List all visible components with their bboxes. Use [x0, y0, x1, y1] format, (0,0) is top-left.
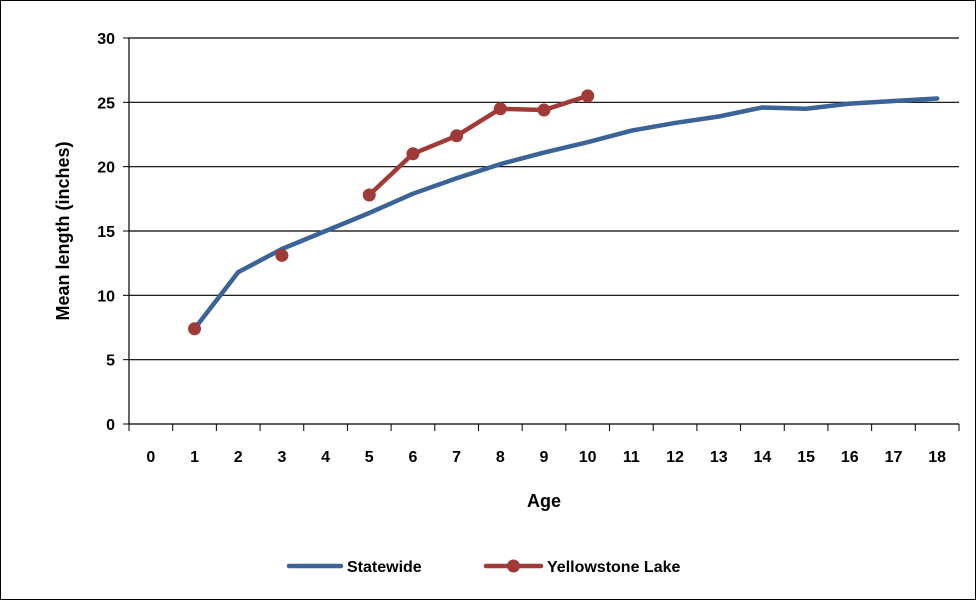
data-point — [493, 102, 507, 116]
x-tick-label: 15 — [797, 449, 815, 466]
legend: Statewide Yellowstone Lake — [286, 559, 680, 576]
axes — [128, 38, 960, 431]
legend-marker — [507, 559, 520, 573]
x-tick-label: 13 — [710, 449, 728, 466]
legend-label: Yellowstone Lake — [547, 559, 680, 576]
y-axis-title: Mean length (inches) — [53, 141, 73, 320]
x-tick-label: 9 — [540, 449, 549, 466]
gridlines — [123, 37, 959, 425]
x-tick-label: 3 — [277, 449, 286, 466]
series-yellowstone-lake — [188, 89, 595, 336]
y-tick-label: 15 — [97, 224, 115, 241]
y-tick-label: 0 — [106, 417, 115, 434]
x-tick-label: 14 — [754, 449, 772, 466]
y-tick-label: 5 — [106, 353, 115, 370]
data-point — [362, 188, 376, 202]
y-tick-label: 25 — [97, 95, 115, 112]
series-statewide — [192, 96, 940, 332]
x-tick-label: 18 — [928, 449, 946, 466]
x-tick-label: 4 — [321, 449, 330, 466]
x-tick-label: 2 — [234, 449, 243, 466]
x-tick-label: 17 — [885, 449, 903, 466]
legend-label: Statewide — [347, 559, 422, 576]
legend-item: Yellowstone Lake — [483, 559, 680, 576]
data-point — [406, 147, 420, 161]
series-line — [192, 96, 940, 332]
x-axis-title: Age — [527, 491, 561, 511]
data-point — [188, 322, 202, 336]
x-tick-label: 10 — [579, 449, 597, 466]
x-tick-label: 12 — [666, 449, 684, 466]
x-tick-label: 5 — [365, 449, 374, 466]
y-tick-label: 10 — [97, 288, 115, 305]
y-tick-label: 20 — [97, 160, 115, 177]
x-tick-label: 16 — [841, 449, 859, 466]
legend-item: Statewide — [286, 559, 422, 576]
y-tick-labels: 0 5 10 15 20 25 30 — [97, 31, 115, 434]
x-tick-label: 1 — [190, 449, 199, 466]
x-tick-label: 8 — [496, 449, 505, 466]
x-tick-label: 0 — [146, 449, 155, 466]
data-point — [581, 89, 595, 103]
x-tick-label: 11 — [623, 449, 640, 466]
data-point — [537, 103, 551, 117]
x-tick-labels: 0 1 2 3 4 5 6 7 8 9 10 11 12 13 14 15 16 17 18 — [146, 449, 946, 466]
data-point — [450, 129, 464, 143]
series-layer — [188, 89, 940, 336]
y-tick-label: 30 — [97, 31, 115, 48]
x-tick-label: 6 — [408, 449, 417, 466]
x-tick-label: 7 — [452, 449, 461, 466]
series-line — [367, 93, 590, 198]
data-point — [275, 248, 289, 262]
